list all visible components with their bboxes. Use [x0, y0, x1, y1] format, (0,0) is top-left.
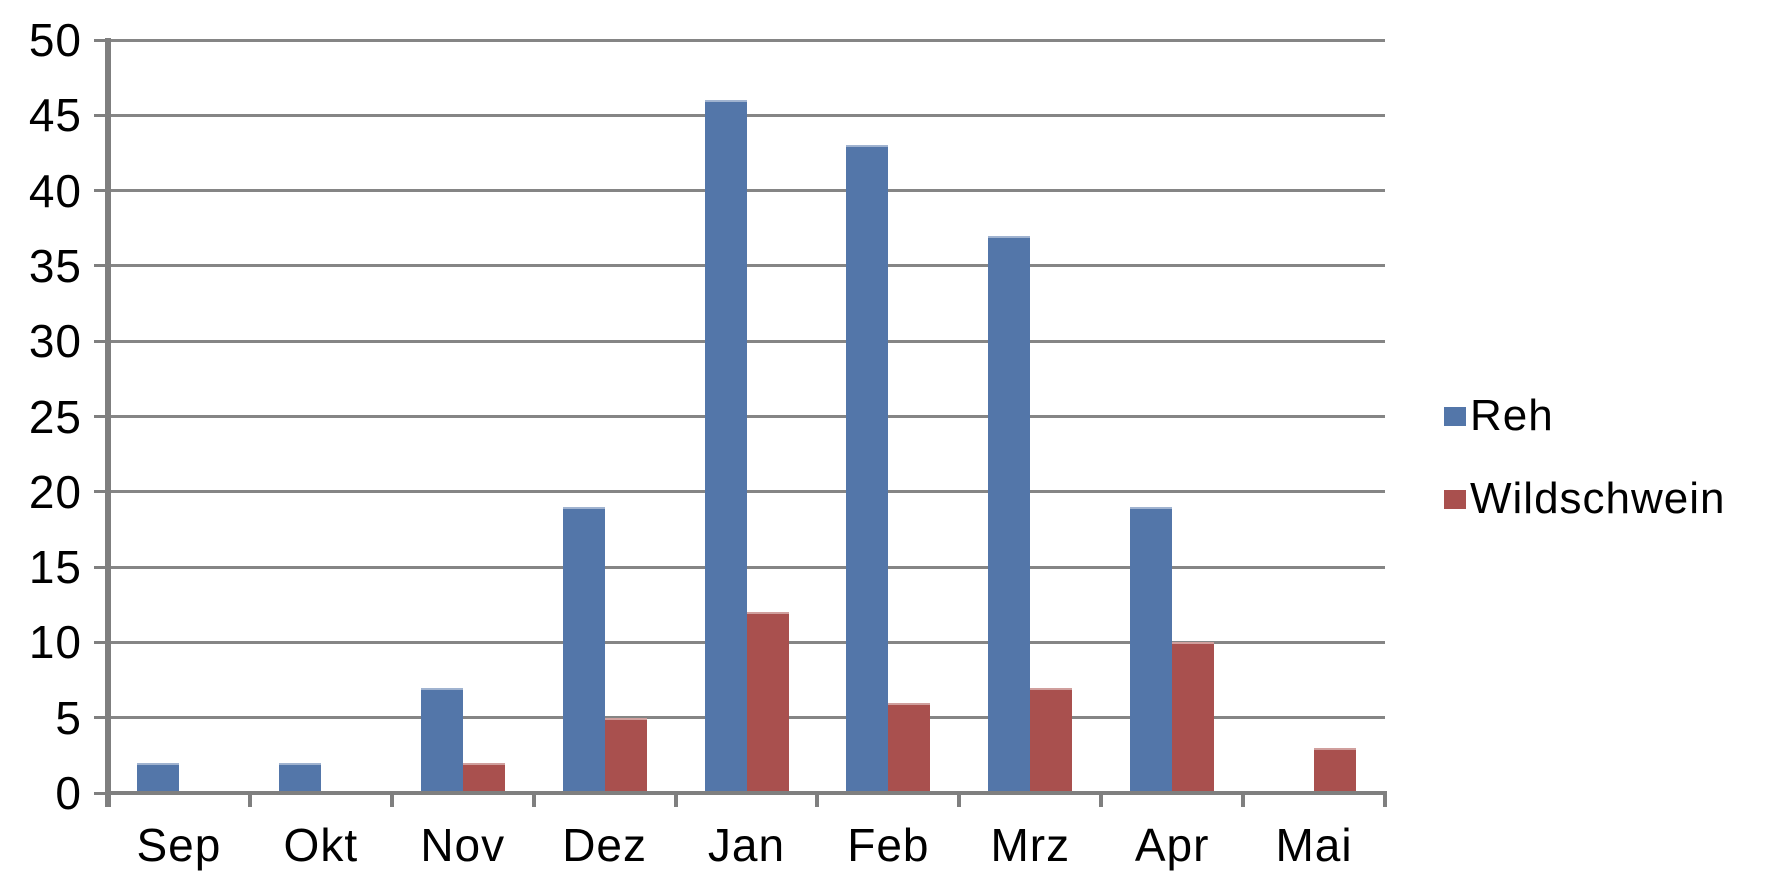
bar-wildschwein-feb	[888, 702, 931, 793]
x-axis-tick	[673, 793, 678, 807]
y-axis-tick	[94, 640, 108, 644]
x-axis-tick-label: Jan	[707, 819, 786, 871]
y-axis-tick-label: 50	[28, 14, 82, 66]
x-axis-tick	[106, 793, 110, 807]
bar-reh-feb	[846, 145, 889, 793]
y-axis-tick	[94, 113, 108, 117]
y-axis-tick-label: 35	[28, 239, 82, 292]
bar-wildschwein-apr	[1172, 642, 1215, 793]
x-axis-tick	[389, 793, 394, 807]
x-axis-tick-label: Sep	[136, 819, 222, 871]
bar-reh-okt	[278, 762, 321, 793]
y-axis-tick-label: 10	[28, 616, 82, 669]
x-axis-tick	[247, 793, 252, 807]
gridline	[108, 38, 1385, 42]
y-axis-tick-label: 25	[28, 390, 82, 443]
legend-label: Reh	[1470, 391, 1554, 440]
x-axis-tick-label: Nov	[420, 819, 506, 871]
y-axis-tick-label: 0	[55, 767, 82, 819]
bar-reh-sep	[136, 762, 179, 793]
x-axis-tick-label: Feb	[847, 819, 930, 871]
y-axis-tick	[94, 791, 108, 795]
y-axis-tick	[94, 189, 108, 193]
x-axis-tick	[815, 793, 820, 807]
bar-reh-dez	[562, 506, 605, 793]
bar-reh-nov	[420, 687, 463, 793]
bar-wildschwein-mai	[1314, 747, 1357, 793]
legend-item-wildschwein: Wildschwein	[1444, 472, 1726, 526]
x-axis-tick-label: Dez	[562, 819, 648, 871]
y-axis-tick	[94, 38, 108, 42]
x-axis-tick-label: Apr	[1134, 819, 1210, 871]
y-axis-tick-label: 40	[28, 164, 82, 217]
x-axis-tick	[1099, 793, 1104, 807]
x-axis-tick-label: Okt	[283, 819, 359, 871]
y-axis-tick	[94, 716, 108, 720]
x-axis-tick-label: Mrz	[990, 819, 1071, 871]
x-axis-tick	[531, 793, 536, 807]
bar-reh-apr	[1130, 506, 1173, 793]
x-axis-tick-label: Mai	[1275, 819, 1353, 871]
gridline	[108, 490, 1385, 494]
y-axis-tick	[94, 339, 108, 343]
gridline	[108, 339, 1385, 343]
x-axis-tick	[1383, 793, 1387, 807]
legend-swatch-wildschwein	[1444, 489, 1466, 509]
y-axis-tick	[94, 415, 108, 418]
y-axis-tick	[94, 264, 108, 268]
gridline	[108, 113, 1385, 117]
gridline	[108, 565, 1385, 569]
y-axis-line	[105, 38, 111, 807]
bar-reh-mrz	[988, 235, 1031, 793]
gridline	[108, 415, 1385, 418]
bar-wildschwein-dez	[604, 717, 647, 793]
y-axis-tick	[94, 565, 108, 569]
legend-swatch-reh	[1444, 406, 1466, 426]
x-axis-line	[108, 791, 1387, 795]
y-axis-tick-label: 30	[28, 315, 82, 368]
bar-wildschwein-jan	[746, 612, 789, 793]
y-axis-tick-label: 20	[28, 465, 82, 518]
legend-item-reh: Reh	[1444, 389, 1726, 443]
gridline	[108, 189, 1385, 193]
gridline	[108, 264, 1385, 268]
y-axis-tick-label: 45	[28, 89, 82, 142]
bar-reh-jan	[704, 100, 747, 793]
legend-label: Wildschwein	[1470, 474, 1726, 523]
bar-wildschwein-mrz	[1030, 687, 1073, 793]
x-axis-tick	[1241, 793, 1246, 807]
y-axis-tick-label: 5	[55, 691, 82, 744]
y-axis-tick	[94, 490, 108, 494]
y-axis-tick-label: 15	[28, 541, 82, 594]
legend: Reh Wildschwein	[1444, 389, 1726, 555]
bar-wildschwein-nov	[462, 762, 505, 793]
x-axis-tick	[957, 793, 962, 807]
